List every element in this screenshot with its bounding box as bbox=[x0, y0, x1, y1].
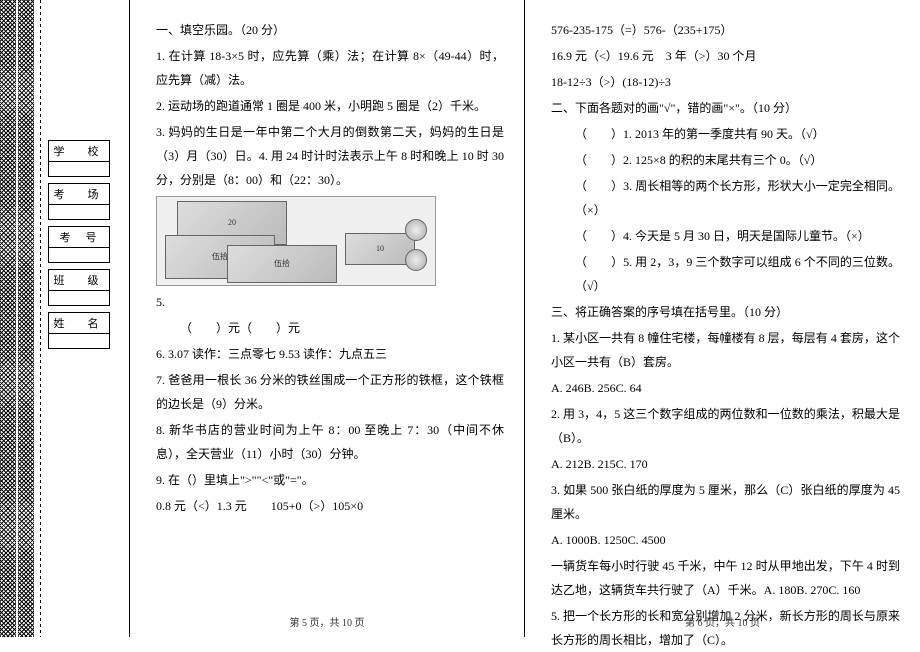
right-content: 576-235-175（=）576-（235+175） 16.9 元（<）19.… bbox=[551, 18, 900, 652]
judge-line: （ ）3. 周长相等的两个长方形，形状大小一定完全相同。（×） bbox=[551, 174, 900, 222]
binding-margin: 学 校 考 场 考 号 班 级 姓 名 bbox=[0, 0, 130, 637]
coin-2 bbox=[405, 249, 427, 271]
text-line: A. 1000B. 1250C. 4500 bbox=[551, 528, 900, 552]
info-blank bbox=[49, 334, 109, 348]
text-line: 0.8 元（<）1.3 元 105+0（>）105×0 bbox=[156, 494, 504, 518]
text-line: （ ）元（ ）元 bbox=[156, 316, 504, 340]
info-blank bbox=[49, 205, 109, 219]
judge-line: （ ）5. 用 2，3，9 三个数字可以组成 6 个不同的三位数。（√） bbox=[551, 250, 900, 298]
page-right: 576-235-175（=）576-（235+175） 16.9 元（<）19.… bbox=[525, 0, 920, 637]
text-line: 6. 3.07 读作：三点零七 9.53 读作：九点五三 bbox=[156, 342, 504, 366]
info-box-school: 学 校 bbox=[48, 140, 110, 177]
text-line: 2. 运动场的跑道通常 1 圈是 400 米，小明跑 5 圈是（2）千米。 bbox=[156, 94, 504, 118]
text-line: 1. 在计算 18-3×5 时，应先算（乘）法；在计算 8×（49-44）时，应… bbox=[156, 44, 504, 92]
left-content: 一、填空乐园。（20 分） 1. 在计算 18-3×5 时，应先算（乘）法；在计… bbox=[156, 18, 504, 518]
page-footer-right: 第 6 页，共 10 页 bbox=[525, 614, 920, 629]
bill-50b: 伍拾 bbox=[227, 245, 337, 283]
text-line: A. 246B. 256C. 64 bbox=[551, 376, 900, 400]
fold-dash-line bbox=[40, 0, 41, 637]
info-label: 考 场 bbox=[49, 184, 109, 205]
info-box-room: 考 场 bbox=[48, 183, 110, 220]
money-image: 20 伍拾 伍拾 10 bbox=[156, 196, 436, 286]
page-footer-left: 第 5 页，共 10 页 bbox=[130, 614, 524, 629]
text-line: 8. 新华书店的营业时间为上午 8：00 至晚上 7：30（中间不休息），全天营… bbox=[156, 418, 504, 466]
info-box-class: 班 级 bbox=[48, 269, 110, 306]
hatch-pattern-right bbox=[18, 0, 34, 637]
text-line: 18-12÷3（>）(18-12)÷3 bbox=[551, 70, 900, 94]
text-line: 一、填空乐园。（20 分） bbox=[156, 18, 504, 42]
text-line: 3. 如果 500 张白纸的厚度为 5 厘米，那么（C）张白纸的厚度为 45 厘… bbox=[551, 478, 900, 526]
judge-line: （ ）4. 今天是 5 月 30 日，明天是国际儿童节。（×） bbox=[551, 224, 900, 248]
text-line: 二、下面各题对的画"√"，错的画"×"。（10 分） bbox=[551, 96, 900, 120]
text-line: 1. 某小区一共有 8 幢住宅楼，每幢楼有 8 层，每层有 4 套房，这个小区一… bbox=[551, 326, 900, 374]
page-left: 一、填空乐园。（20 分） 1. 在计算 18-3×5 时，应先算（乘）法；在计… bbox=[130, 0, 525, 637]
text-line: 3. 妈妈的生日是一年中第二个大月的倒数第二天，妈妈的生日是（3）月（30）日。… bbox=[156, 120, 504, 192]
info-label: 考 号 bbox=[49, 227, 109, 248]
text-line: 16.9 元（<）19.6 元 3 年（>）30 个月 bbox=[551, 44, 900, 68]
text-line: 2. 用 3，4，5 这三个数字组成的两位数和一位数的乘法，积最大是（B）。 bbox=[551, 402, 900, 450]
info-label: 班 级 bbox=[49, 270, 109, 291]
text-line: 7. 爸爸用一根长 36 分米的铁丝围成一个正方形的铁框，这个铁框的边长是（9）… bbox=[156, 368, 504, 416]
text-line: 9. 在（）里填上">""<"或"="。 bbox=[156, 468, 504, 492]
info-blank bbox=[49, 248, 109, 262]
info-blank bbox=[49, 291, 109, 305]
pages-container: 一、填空乐园。（20 分） 1. 在计算 18-3×5 时，应先算（乘）法；在计… bbox=[130, 0, 920, 637]
hatch-pattern-left bbox=[0, 0, 16, 637]
info-box-number: 考 号 bbox=[48, 226, 110, 263]
text-line: 576-235-175（=）576-（235+175） bbox=[551, 18, 900, 42]
student-info-boxes: 学 校 考 场 考 号 班 级 姓 名 bbox=[48, 140, 110, 355]
text-line: 一辆货车每小时行驶 45 千米，中午 12 时从甲地出发，下午 4 时到达乙地，… bbox=[551, 554, 900, 602]
text-line: 5. bbox=[156, 290, 504, 314]
info-blank bbox=[49, 162, 109, 176]
judge-line: （ ）1. 2013 年的第一季度共有 90 天。（√） bbox=[551, 122, 900, 146]
text-line: A. 212B. 215C. 170 bbox=[551, 452, 900, 476]
info-label: 学 校 bbox=[49, 141, 109, 162]
info-box-name: 姓 名 bbox=[48, 312, 110, 349]
info-label: 姓 名 bbox=[49, 313, 109, 334]
text-line: 三、将正确答案的序号填在括号里。（10 分） bbox=[551, 300, 900, 324]
coin-1 bbox=[405, 219, 427, 241]
judge-line: （ ）2. 125×8 的积的末尾共有三个 0。（√） bbox=[551, 148, 900, 172]
